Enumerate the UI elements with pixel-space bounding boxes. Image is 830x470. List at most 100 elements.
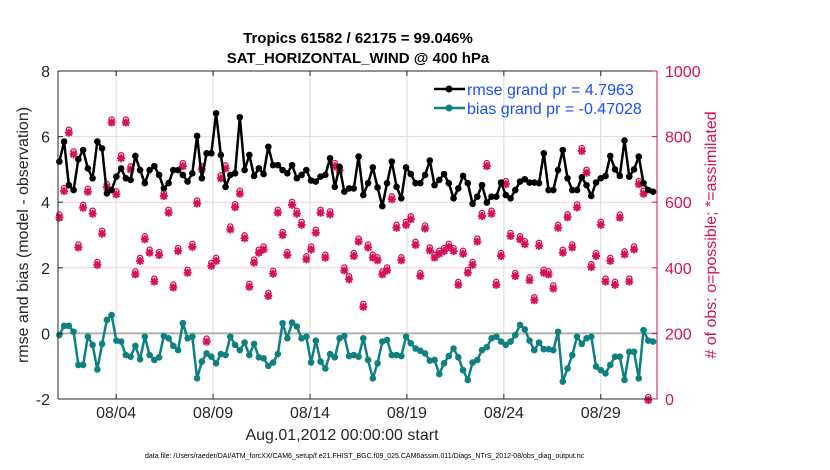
bias-point <box>146 351 153 359</box>
bias-point <box>374 359 381 367</box>
obs-assimilated-star <box>131 270 140 279</box>
obs-assimilated-star <box>159 191 168 200</box>
obs-count-marker <box>288 198 297 209</box>
obs-assimilated-star <box>155 251 164 260</box>
y-tick-label-right: 200 <box>665 326 692 343</box>
rmse-point <box>364 179 372 187</box>
rmse-point <box>417 179 424 187</box>
rmse-point <box>412 179 419 187</box>
bias-point <box>516 321 524 329</box>
obs-assimilated-star <box>392 223 401 232</box>
rmse-point <box>602 172 609 180</box>
rmse-point <box>630 166 638 173</box>
obs-count-marker <box>326 208 335 219</box>
bias-point <box>331 354 339 361</box>
bias-point <box>75 361 82 369</box>
obs-count-marker <box>278 228 287 240</box>
obs-count-marker <box>473 235 482 246</box>
rmse-point <box>587 192 595 200</box>
obs-count-marker <box>449 244 458 256</box>
bias-point <box>535 339 543 346</box>
rmse-point <box>174 166 182 174</box>
obs-assimilated-star <box>554 223 563 232</box>
rmse-point <box>146 166 153 174</box>
bias-point <box>193 375 201 382</box>
bias-point <box>364 356 372 364</box>
rmse-point <box>421 171 429 179</box>
rmse-point <box>250 172 258 180</box>
bias-point <box>407 339 415 347</box>
obs-assimilated-star <box>340 266 349 275</box>
obs-assimilated-star <box>497 252 506 261</box>
obs-assimilated-star <box>226 225 235 234</box>
obs-assimilated-star <box>639 189 648 198</box>
rmse-point <box>469 200 476 208</box>
bias-point <box>388 351 396 359</box>
obs-count-marker <box>568 241 577 252</box>
obs-assimilated-star <box>511 272 520 281</box>
rmse-point <box>155 171 163 179</box>
obs-assimilated-star <box>368 253 377 262</box>
bias-point <box>60 322 68 330</box>
obs-count-marker <box>373 254 382 265</box>
obs-assimilated-star <box>98 229 107 238</box>
obs-count-marker <box>107 116 116 127</box>
rmse-point <box>326 154 334 162</box>
rmse-point <box>459 172 467 180</box>
obs-assimilated-star <box>307 245 316 254</box>
bias-point <box>260 355 267 362</box>
rmse-point <box>231 170 239 177</box>
obs-assimilated-star <box>83 187 92 196</box>
obs-count-marker <box>615 211 624 222</box>
obs-count-marker <box>425 244 434 255</box>
obs-count-marker <box>511 269 520 281</box>
obs-assimilated-star <box>421 224 430 233</box>
obs-assimilated-star <box>278 231 287 240</box>
bias-point <box>483 343 491 351</box>
obs-count-marker <box>117 152 126 163</box>
rmse-point <box>568 186 576 194</box>
obs-assimilated-star <box>273 208 282 217</box>
obs-count-marker <box>136 254 145 265</box>
obs-assimilated-star <box>207 261 216 270</box>
bias-point <box>189 333 196 340</box>
obs-count-marker <box>630 243 639 254</box>
obs-assimilated-star <box>250 258 259 267</box>
rmse-point <box>535 179 543 187</box>
obs-count-marker <box>349 249 358 261</box>
rmse-point <box>136 166 144 174</box>
rmse-point <box>592 179 600 186</box>
obs-assimilated-star <box>117 154 126 163</box>
y-tick-label-right: 400 <box>665 261 692 278</box>
obs-assimilated-star <box>454 280 463 289</box>
bias-point <box>288 319 296 326</box>
rmse-point <box>293 174 301 182</box>
bias-point <box>616 353 624 360</box>
bias-point <box>625 348 633 356</box>
rmse-point <box>151 162 158 170</box>
obs-assimilated-star <box>126 165 135 174</box>
rmse-point <box>360 191 367 199</box>
obs-count-marker <box>88 207 97 218</box>
obs-count-marker <box>83 185 92 196</box>
obs-count-marker <box>544 268 553 279</box>
rmse-point <box>241 166 248 174</box>
bias-point <box>70 328 77 336</box>
rmse-point <box>497 179 505 186</box>
legend-bias-marker <box>445 104 453 112</box>
obs-assimilated-star <box>292 209 301 218</box>
chart-title: Tropics 61582 / 62175 = 99.046% <box>243 30 473 47</box>
bias-point <box>312 337 320 344</box>
obs-count-marker <box>259 243 268 254</box>
obs-assimilated-star <box>430 253 439 262</box>
obs-assimilated-star <box>259 245 268 254</box>
obs-assimilated-star <box>64 128 73 137</box>
obs-assimilated-star <box>140 235 149 244</box>
obs-count-marker <box>577 144 586 156</box>
rmse-point <box>640 179 647 187</box>
rmse-point <box>464 179 472 187</box>
rmse-point <box>374 184 381 191</box>
obs-assimilated-star <box>69 150 78 159</box>
rmse-point <box>616 172 624 180</box>
rmse-point <box>336 163 343 171</box>
